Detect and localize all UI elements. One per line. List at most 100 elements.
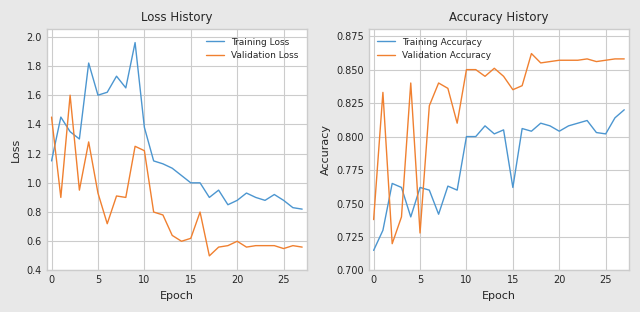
- Validation Loss: [215, 245, 223, 249]
- Validation Loss: [261, 244, 269, 247]
- Validation Accuracy: [388, 242, 396, 246]
- Validation Accuracy: [435, 81, 442, 85]
- Training Loss: [271, 193, 278, 196]
- Training Loss: [76, 137, 83, 141]
- Validation Accuracy: [472, 68, 479, 71]
- Y-axis label: Loss: Loss: [11, 138, 21, 162]
- Legend: Training Loss, Validation Loss: Training Loss, Validation Loss: [202, 34, 302, 64]
- Validation Loss: [85, 140, 93, 144]
- Validation Accuracy: [537, 61, 545, 65]
- Training Loss: [252, 196, 260, 199]
- Validation Loss: [141, 149, 148, 153]
- Title: Accuracy History: Accuracy History: [449, 11, 548, 24]
- Training Loss: [131, 41, 139, 45]
- Validation Loss: [122, 196, 130, 199]
- Training Loss: [104, 90, 111, 94]
- Validation Accuracy: [593, 60, 600, 63]
- Training Accuracy: [370, 249, 378, 252]
- Validation Loss: [289, 244, 297, 247]
- Validation Accuracy: [518, 84, 526, 88]
- Validation Loss: [234, 239, 241, 243]
- Training Accuracy: [509, 186, 516, 189]
- Training Accuracy: [518, 127, 526, 130]
- Validation Loss: [243, 245, 250, 249]
- Line: Training Loss: Training Loss: [52, 43, 302, 209]
- Validation Accuracy: [509, 88, 516, 92]
- Validation Loss: [205, 254, 213, 258]
- Training Loss: [178, 174, 186, 178]
- Validation Loss: [76, 188, 83, 192]
- Training Loss: [224, 203, 232, 207]
- Validation Loss: [280, 247, 287, 251]
- X-axis label: Epoch: Epoch: [160, 291, 194, 301]
- Training Loss: [168, 166, 176, 170]
- Validation Loss: [94, 191, 102, 195]
- Validation Loss: [67, 93, 74, 97]
- Validation Loss: [150, 210, 157, 214]
- Validation Loss: [131, 144, 139, 148]
- Validation Loss: [48, 115, 56, 119]
- Training Accuracy: [602, 132, 609, 136]
- Training Loss: [196, 181, 204, 185]
- Validation Loss: [196, 210, 204, 214]
- Training Loss: [243, 191, 250, 195]
- Training Accuracy: [463, 135, 470, 139]
- Y-axis label: Accuracy: Accuracy: [321, 124, 331, 175]
- Line: Validation Loss: Validation Loss: [52, 95, 302, 256]
- Validation Accuracy: [556, 58, 563, 62]
- Validation Loss: [178, 239, 186, 243]
- Training Accuracy: [379, 228, 387, 232]
- Training Accuracy: [490, 132, 498, 136]
- Validation Loss: [113, 194, 120, 198]
- Training Accuracy: [593, 131, 600, 134]
- Validation Loss: [224, 244, 232, 247]
- Validation Loss: [57, 196, 65, 199]
- Validation Accuracy: [546, 60, 554, 63]
- Legend: Training Accuracy, Validation Accuracy: Training Accuracy, Validation Accuracy: [374, 34, 495, 64]
- Line: Training Accuracy: Training Accuracy: [374, 110, 624, 251]
- Training Accuracy: [537, 121, 545, 125]
- Validation Accuracy: [463, 68, 470, 71]
- Validation Accuracy: [500, 75, 508, 78]
- Training Loss: [57, 115, 65, 119]
- Training Loss: [141, 125, 148, 129]
- Training Loss: [67, 130, 74, 134]
- Validation Accuracy: [527, 52, 535, 56]
- Training Accuracy: [481, 124, 489, 128]
- Validation Accuracy: [564, 58, 572, 62]
- Training Loss: [85, 61, 93, 65]
- Training Accuracy: [472, 135, 479, 139]
- Validation Accuracy: [620, 57, 628, 61]
- Training Accuracy: [611, 116, 619, 120]
- Training Loss: [94, 93, 102, 97]
- Validation Loss: [252, 244, 260, 247]
- Title: Loss History: Loss History: [141, 11, 212, 24]
- Validation Loss: [187, 236, 195, 240]
- Training Accuracy: [407, 215, 415, 219]
- Validation Accuracy: [490, 66, 498, 70]
- Validation Loss: [159, 213, 167, 217]
- Validation Accuracy: [611, 57, 619, 61]
- Training Accuracy: [453, 188, 461, 192]
- Training Loss: [122, 86, 130, 90]
- Validation Loss: [271, 244, 278, 247]
- Training Accuracy: [426, 188, 433, 192]
- Training Accuracy: [527, 129, 535, 133]
- Training Accuracy: [564, 124, 572, 128]
- Validation Loss: [104, 222, 111, 226]
- Training Loss: [205, 196, 213, 199]
- Training Loss: [150, 159, 157, 163]
- Validation Accuracy: [453, 121, 461, 125]
- Training Accuracy: [583, 119, 591, 122]
- Training Accuracy: [397, 186, 405, 189]
- Training Loss: [298, 207, 306, 211]
- Line: Validation Accuracy: Validation Accuracy: [374, 54, 624, 244]
- Training Accuracy: [435, 212, 442, 216]
- Training Accuracy: [388, 182, 396, 185]
- Validation Accuracy: [426, 104, 433, 108]
- Training Loss: [215, 188, 223, 192]
- Training Loss: [48, 159, 56, 163]
- Training Loss: [280, 198, 287, 202]
- Validation Accuracy: [574, 58, 582, 62]
- Validation Accuracy: [583, 57, 591, 61]
